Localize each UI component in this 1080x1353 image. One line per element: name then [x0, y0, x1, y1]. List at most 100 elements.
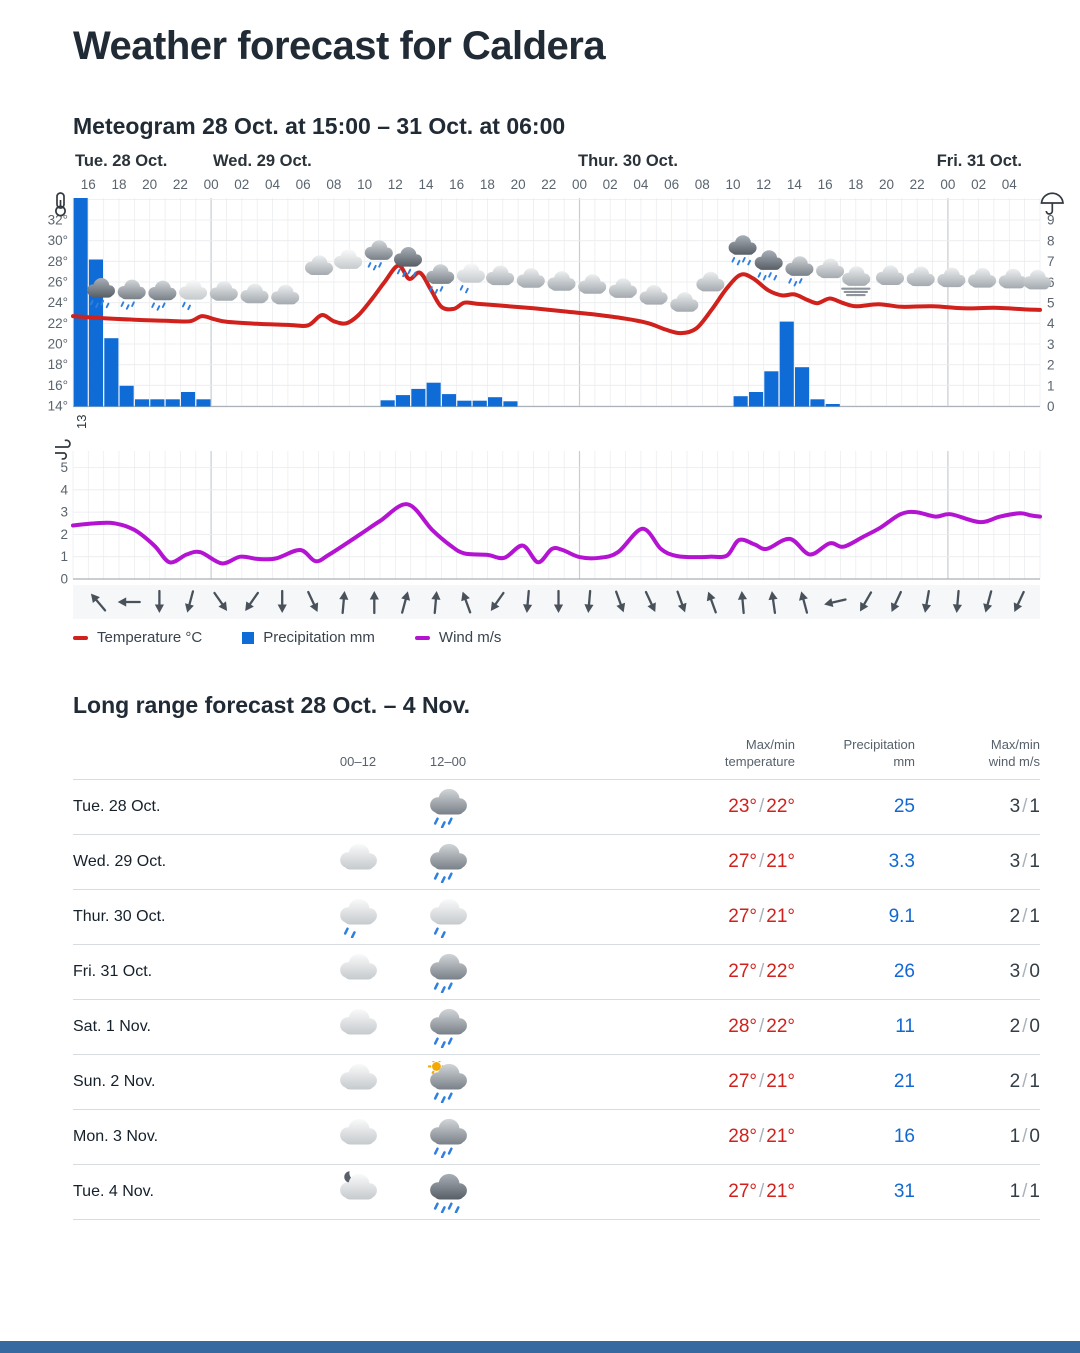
- raindrop-icon: [440, 821, 446, 828]
- hour-label: 22: [541, 177, 556, 192]
- temp-max: 28°: [728, 1126, 757, 1147]
- raindrop-icon: [798, 278, 803, 284]
- cloud-icon: [117, 279, 146, 300]
- col-header-wind: Max/min wind m/s: [988, 737, 1040, 770]
- longrange-header-row: 00–12 12–00 Max/min temperature Precipita…: [73, 733, 1040, 780]
- hour-label: 04: [265, 177, 281, 192]
- col-header-temp: Max/min temperature: [724, 737, 795, 770]
- forecast-icon-12-00: [403, 786, 493, 828]
- weather-icon-rain: [785, 256, 814, 287]
- legend-line-icon: [414, 635, 430, 640]
- weather-icon-drizzle: [179, 280, 208, 311]
- cloud-icon: [340, 898, 377, 925]
- forecast-wind: 2/1: [1009, 906, 1040, 927]
- wind-max: 2: [1009, 906, 1021, 927]
- raindrop-icon: [447, 872, 453, 880]
- raindrop-icon: [181, 301, 186, 308]
- raindrop-icon: [407, 268, 412, 275]
- cloud-icon: [842, 266, 871, 286]
- forecast-day: Fri. 31 Oct.: [73, 963, 153, 980]
- cloud-icon: [179, 280, 208, 300]
- wind-arrow-icon: [90, 593, 107, 612]
- raindrop-icon: [350, 931, 356, 938]
- weather-icon-cloud: [305, 255, 333, 275]
- weather-icon-rain-heavy: [87, 278, 115, 309]
- wind-arrow-icon: [706, 591, 717, 614]
- raindrop-icon: [131, 301, 135, 307]
- col-header-precip: Precipitation mm: [843, 737, 915, 770]
- wind-axis-label: 3: [60, 505, 68, 520]
- weather-icon-rain: [430, 953, 467, 993]
- hour-label: 18: [111, 177, 126, 192]
- cloud-icon: [968, 268, 997, 288]
- cloud-icon: [430, 953, 467, 980]
- longrange-section: Long range forecast 28 Oct. – 4 Nov. 00–…: [0, 692, 1080, 1220]
- wind-arrow-icon: [213, 591, 228, 612]
- cloud-icon: [271, 284, 300, 305]
- temp-axis-label: 24°: [48, 295, 68, 310]
- temp-min: 21°: [766, 1181, 795, 1202]
- raindrop-icon: [447, 1147, 453, 1155]
- forecast-day: Mon. 3 Nov.: [73, 1128, 159, 1145]
- temp-axis-label: 16°: [48, 378, 68, 393]
- forecast-day: Tue. 4 Nov.: [73, 1183, 154, 1200]
- weather-icon-cloud: [639, 285, 668, 305]
- meteogram-section: Meteogram 28 Oct. at 15:00 – 31 Oct. at …: [0, 113, 1080, 646]
- raindrop-icon: [433, 982, 439, 990]
- weather-icon-drizzle: [430, 898, 467, 938]
- weather-icon-cloud: [937, 267, 966, 288]
- forecast-row: Tue. 4 Nov. 27°/21° 31 1/1: [73, 1165, 1040, 1220]
- forecast-wind: 1/1: [1009, 1181, 1040, 1202]
- weather-icon-cloud: [547, 271, 576, 291]
- offscale-bar-label: 13: [74, 415, 89, 429]
- cloud-icon: [1023, 269, 1052, 290]
- precip-axis-label: 2: [1047, 358, 1055, 373]
- weather-icon-rain: [430, 1008, 467, 1048]
- raindrop-icon: [433, 817, 439, 825]
- forecast-precip: 3.3: [888, 851, 915, 872]
- cloud-icon: [906, 266, 935, 287]
- wind-min: 0: [1029, 1126, 1040, 1147]
- wind-arrow-band: [73, 585, 1040, 619]
- wind-curve: [71, 502, 1042, 566]
- weather-icon-rain: [430, 843, 467, 883]
- weather-icon-rain-sun: [428, 1061, 467, 1103]
- wind-arrow-icon: [553, 589, 564, 613]
- legend-item: Precipitation mm: [242, 629, 375, 646]
- cloud-icon: [937, 267, 966, 288]
- raindrop-icon: [736, 259, 741, 266]
- weather-icon-cloud: [486, 265, 515, 286]
- raindrop-icon: [454, 1206, 460, 1213]
- wind-arrow-icon: [584, 589, 594, 613]
- wind-arrow-icon: [614, 590, 626, 613]
- wind-arrow-icon: [307, 590, 319, 612]
- raindrop-icon: [156, 305, 161, 311]
- hour-label: 14: [787, 177, 803, 192]
- wind-arrow-icon: [890, 590, 902, 612]
- raindrop-icon: [447, 1037, 453, 1045]
- hour-label: 16: [449, 177, 464, 192]
- forecast-temp: 28°/21°: [728, 1126, 795, 1147]
- raindrop-icon: [440, 931, 446, 938]
- legend-label: Precipitation mm: [263, 629, 375, 646]
- legend-item: Temperature °C: [73, 629, 202, 646]
- cloud-icon: [486, 265, 515, 286]
- wind-arrow-icon: [983, 590, 993, 613]
- wind-arrow-icon: [369, 591, 379, 615]
- temp-min: 22°: [766, 1016, 795, 1037]
- legend-square-icon: [242, 631, 255, 644]
- forecast-temp: 27°/22°: [728, 961, 795, 982]
- weather-icon-cloud-light: [340, 953, 377, 980]
- hour-label: 18: [480, 177, 495, 192]
- hour-label: 06: [296, 177, 311, 192]
- wind-direction-arrows: [90, 589, 1025, 615]
- raindrop-icon: [434, 288, 439, 295]
- weather-icon-rain: [430, 1118, 467, 1158]
- col-header-00-12: 00–12: [339, 754, 377, 770]
- raindrop-icon: [440, 1041, 446, 1048]
- cloud-icon: [430, 843, 467, 870]
- weather-icon-cloud: [670, 292, 699, 312]
- temp-axis-label: 20°: [48, 337, 68, 352]
- weather-icon-cloud: [516, 268, 545, 288]
- wind-axis-label: 5: [60, 460, 68, 475]
